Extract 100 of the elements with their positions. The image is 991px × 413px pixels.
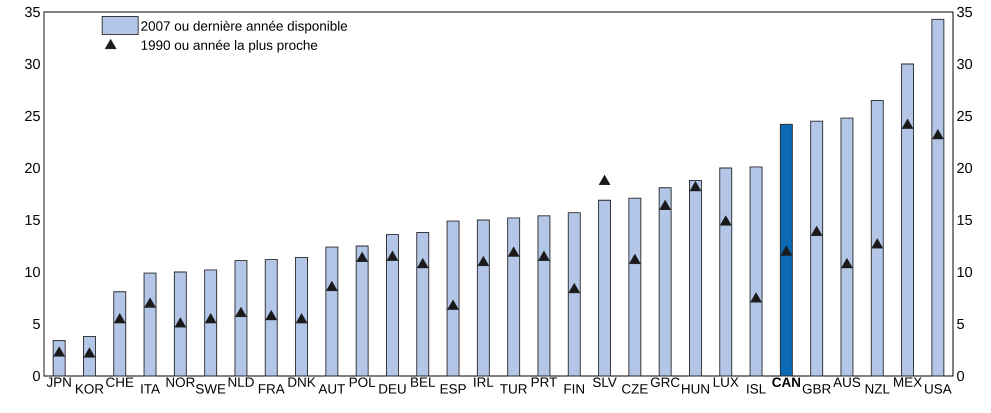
x-tick-label: ISL bbox=[747, 384, 766, 394]
x-tick-label: KOR bbox=[76, 384, 104, 394]
bar bbox=[780, 124, 793, 376]
x-tick-label: POL bbox=[350, 378, 376, 388]
x-tick-label: AUT bbox=[318, 384, 345, 394]
x-tick-label: GRC bbox=[650, 378, 680, 388]
x-tick-label: MEX bbox=[894, 378, 922, 387]
x-tick-label: SLV bbox=[592, 378, 617, 388]
y2-tick-label: 25 bbox=[957, 110, 972, 122]
x-tick-label: USA bbox=[925, 384, 952, 394]
point bbox=[780, 246, 792, 256]
x-tick-label: NZL bbox=[866, 384, 890, 394]
x-tick-label: CZE bbox=[622, 384, 648, 394]
bar bbox=[750, 166, 763, 376]
point bbox=[478, 256, 490, 266]
point bbox=[416, 258, 429, 268]
x-tick-label: DNK bbox=[288, 378, 316, 387]
bar bbox=[658, 187, 672, 376]
y2-tick-label: 10 bbox=[958, 266, 972, 278]
point bbox=[720, 215, 732, 226]
point bbox=[114, 313, 126, 324]
y-tick-label: 15 bbox=[26, 214, 40, 226]
point bbox=[568, 282, 580, 294]
point bbox=[750, 292, 762, 302]
legend-label: 1990 ou année la plus proche bbox=[142, 40, 318, 53]
x-tick-label: ITA bbox=[141, 384, 160, 394]
y-tick-label: 35 bbox=[24, 6, 40, 18]
x-tick-label: JPN bbox=[46, 378, 71, 387]
point bbox=[265, 310, 278, 320]
y-tick-label: 5 bbox=[33, 318, 40, 330]
x-tick-label: IRL bbox=[474, 378, 494, 387]
bar bbox=[840, 118, 854, 376]
bar bbox=[476, 220, 490, 376]
x-tick-label: FRA bbox=[258, 384, 285, 394]
y2-tick-label: 20 bbox=[957, 162, 972, 174]
x-tick-label: BEL bbox=[411, 378, 436, 387]
y-tick-label: 0 bbox=[33, 370, 40, 382]
y-tick-label: 10 bbox=[26, 266, 40, 278]
x-tick-label: ESP bbox=[440, 384, 466, 394]
bar bbox=[568, 212, 581, 376]
bar bbox=[446, 220, 460, 376]
x-tick-label: HUN bbox=[682, 384, 709, 394]
y-tick-label: 30 bbox=[24, 58, 40, 70]
point bbox=[53, 346, 65, 357]
point bbox=[841, 258, 853, 268]
point bbox=[629, 254, 641, 264]
point bbox=[84, 347, 96, 358]
point bbox=[538, 250, 550, 261]
bar bbox=[628, 198, 642, 376]
bar bbox=[931, 18, 944, 376]
point bbox=[690, 181, 702, 192]
bar bbox=[234, 260, 248, 376]
bar bbox=[901, 64, 914, 376]
bar bbox=[810, 120, 824, 376]
x-tick-label: FIN bbox=[564, 384, 584, 394]
x-tick-label: NLD bbox=[228, 378, 254, 387]
point bbox=[902, 118, 914, 129]
y2-tick-label: 35 bbox=[957, 6, 972, 18]
point bbox=[174, 317, 186, 328]
bar bbox=[295, 256, 308, 376]
bar bbox=[416, 232, 430, 376]
point bbox=[326, 280, 338, 292]
x-tick-label: GBR bbox=[802, 384, 831, 394]
bar bbox=[356, 246, 369, 376]
bar bbox=[507, 217, 520, 376]
bar bbox=[264, 259, 278, 376]
x-tick-label: SWE bbox=[196, 384, 226, 394]
y2-tick-label: 30 bbox=[957, 58, 972, 70]
bar bbox=[204, 269, 218, 376]
point bbox=[235, 306, 247, 318]
bar bbox=[386, 234, 399, 376]
legend-label: 2007 ou dernière année disponible bbox=[141, 20, 348, 34]
bar bbox=[325, 246, 338, 376]
bar bbox=[870, 100, 884, 376]
x-tick-label: NOR bbox=[166, 378, 195, 388]
bar bbox=[689, 180, 702, 376]
bar bbox=[113, 291, 126, 376]
point bbox=[810, 226, 822, 236]
bar bbox=[174, 272, 187, 376]
bar bbox=[719, 168, 732, 376]
x-tick-label: AUS bbox=[833, 378, 860, 388]
y-tick-label: 25 bbox=[25, 110, 40, 122]
x-tick-label: LUX bbox=[714, 378, 739, 387]
y-tick-label: 20 bbox=[25, 162, 40, 174]
point bbox=[932, 129, 944, 140]
point bbox=[386, 250, 398, 261]
x-tick-label: CAN bbox=[772, 378, 800, 388]
point bbox=[598, 174, 610, 185]
bar bbox=[144, 272, 156, 376]
point bbox=[508, 246, 520, 257]
point bbox=[447, 300, 459, 310]
y2-tick-label: 5 bbox=[957, 318, 964, 330]
x-tick-label: DEU bbox=[379, 384, 406, 394]
y2-tick-label: 15 bbox=[958, 214, 972, 226]
y2-tick-label: 0 bbox=[957, 370, 964, 382]
x-tick-label: CHE bbox=[106, 378, 134, 388]
point bbox=[144, 298, 156, 308]
point bbox=[204, 313, 216, 324]
bar bbox=[598, 200, 612, 376]
bar bbox=[538, 215, 550, 376]
